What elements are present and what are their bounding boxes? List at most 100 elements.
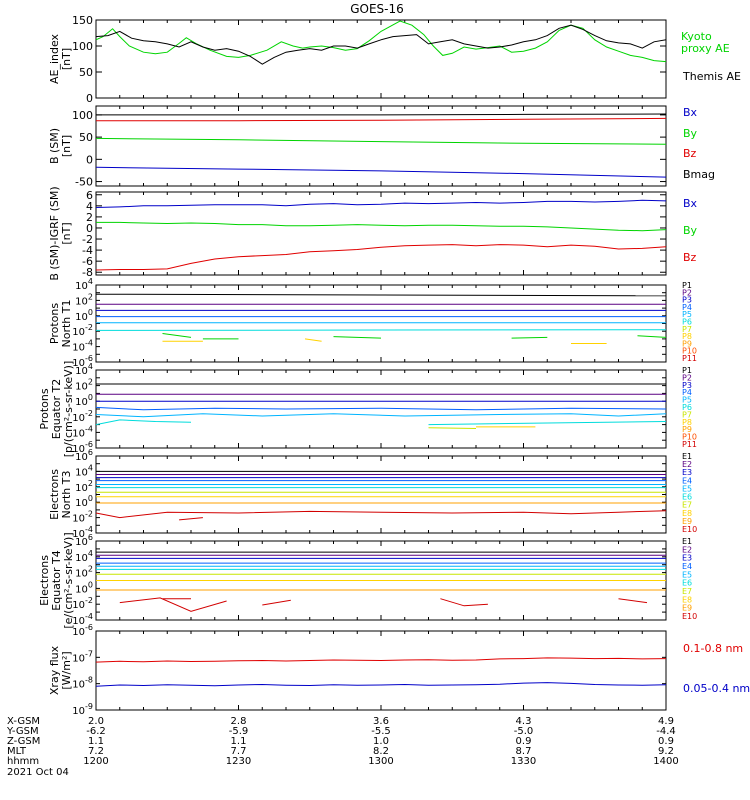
y-tick-label: 100: [72, 109, 93, 122]
axis-row-value: -6.2: [86, 726, 106, 737]
y-tick-label: 0: [86, 92, 93, 105]
legend-entry: P9: [682, 425, 692, 434]
axis-row-value: 1330: [511, 756, 536, 767]
series-line-Bz: [96, 117, 667, 122]
series-line-P6b: [637, 335, 667, 338]
y-tick-label: -6: [82, 255, 93, 268]
y-tick-label: 10-2: [72, 510, 93, 525]
y-tick-label: 10-4: [72, 612, 93, 627]
panel-frame: [95, 105, 667, 187]
axis-row-label: Z-GSM: [7, 736, 40, 747]
y-tick-label: -8: [82, 266, 93, 279]
axis-row-value: 4.3: [516, 716, 532, 727]
series-line-P1: [95, 293, 667, 297]
y-tick-label: 10-4: [72, 424, 93, 439]
series-line-P7: [428, 427, 477, 429]
axis-row-value: 1300: [368, 756, 393, 767]
axis-row-value: 2.8: [231, 716, 247, 727]
legend-entry: P10: [682, 433, 697, 442]
axis-row-value: -5.5: [371, 726, 391, 737]
axis-row-value: 7.2: [88, 746, 104, 757]
legend-entry: Bx: [683, 197, 698, 210]
legend-entry: E4: [682, 476, 692, 485]
axis-row-value: -5.9: [229, 726, 249, 737]
y-tick-label: 10-9: [72, 702, 93, 717]
series-line-Bz: [95, 244, 667, 271]
y-axis-label: AE_index[nT]: [48, 33, 73, 84]
legend-entry: E2: [682, 545, 692, 554]
axis-row-value: 2.0: [88, 716, 104, 727]
legend-entry: E9: [682, 604, 692, 613]
legend-entry: E6: [682, 493, 692, 502]
series-line-Bx: [95, 199, 667, 208]
series-line-P6: [95, 329, 667, 331]
panel-frame: [95, 284, 667, 363]
legend-entry: P3: [682, 381, 692, 390]
y-tick-label: 150: [72, 14, 93, 27]
panel-frame: [95, 455, 667, 534]
axis-row-value: 1.1: [231, 736, 247, 747]
y-axis-label: ElectronsNorth T3: [48, 469, 73, 520]
y-tick-label: 106: [75, 533, 93, 548]
y-tick-label: 106: [75, 448, 93, 463]
panel-frame: [95, 630, 667, 711]
legend-entry: Bz: [683, 251, 697, 264]
axis-row-value: 0.9: [516, 736, 532, 747]
series-line-P6: [95, 419, 192, 426]
legend-entry: P3: [682, 296, 692, 305]
y-tick-label: 100: [75, 494, 93, 509]
series-line-Kyoto proxy AE: [95, 20, 667, 63]
legend-entry: Themis AE: [682, 70, 741, 83]
y-tick-label: -4: [82, 244, 93, 257]
series-line-P6b: [511, 336, 548, 339]
axis-row-value: 1.0: [373, 736, 389, 747]
y-tick-label: 10-4: [72, 339, 93, 354]
series-line-0.05-0.4 nm: [95, 682, 667, 687]
y-tick-label: 102: [75, 479, 93, 494]
legend-entry: P6: [682, 403, 692, 412]
legend-entry: E8: [682, 509, 692, 518]
series-line-E10: [440, 598, 488, 607]
axis-row-value: 8.7: [516, 746, 532, 757]
series-line-E10: [119, 597, 227, 612]
legend-entry: P5: [682, 310, 692, 319]
panel-bsm: -50 0 50 100 B (SM)[nT] Bx By Bz Bmag: [48, 105, 715, 189]
y-tick-label: 10-7: [72, 649, 93, 664]
legend-entry: P6: [682, 318, 692, 327]
legend-entry: E10: [682, 525, 697, 534]
axis-row-label: hhmm: [7, 756, 39, 767]
y-tick-label: 50: [79, 66, 93, 79]
legend-entry: P2: [682, 373, 692, 382]
legend-entry: E3: [682, 554, 692, 563]
y-tick-label: 104: [75, 463, 93, 478]
series-line-E10: [262, 599, 291, 606]
y-tick-label: 10-4: [72, 525, 93, 540]
axis-row-value: 7.7: [231, 746, 247, 757]
series-line-P6b: [333, 336, 382, 339]
legend-entry: E1: [682, 452, 692, 461]
y-tick-label: -2: [82, 233, 93, 246]
series-line-P6: [428, 421, 667, 426]
y-tick-label: -50: [75, 176, 93, 189]
legend-entry: E8: [682, 595, 692, 604]
axis-row-value: 1.1: [88, 736, 104, 747]
legend-entry: E3: [682, 468, 692, 477]
axis-row-value: -5.0: [514, 726, 534, 737]
figure-title: GOES-16: [350, 2, 404, 16]
y-tick-label: 100: [75, 393, 93, 408]
axis-row-value: 4.9: [658, 716, 674, 727]
y-axis-label: B (SM)[nT]: [48, 128, 73, 164]
y-tick-label: 10-8: [72, 676, 93, 691]
panel-xray: 10-6 10-7 10-8 10-9 Xray flux[W/m²] 0.1-0.8 n…: [48, 623, 750, 717]
y-tick-label: 0: [86, 153, 93, 166]
legend-entry: E7: [682, 587, 692, 596]
y-tick-label: 100: [75, 580, 93, 595]
y-tick-label: 10-6: [72, 623, 93, 638]
series-line-Themis AE: [95, 24, 667, 65]
y-tick-label: 50: [79, 131, 93, 144]
y-tick-label: 104: [75, 549, 93, 564]
panels: 0 50 100 150 AE_index[nT] Kyoto proxy AE Themis…: [38, 14, 750, 717]
legend-entry: By: [683, 224, 698, 237]
